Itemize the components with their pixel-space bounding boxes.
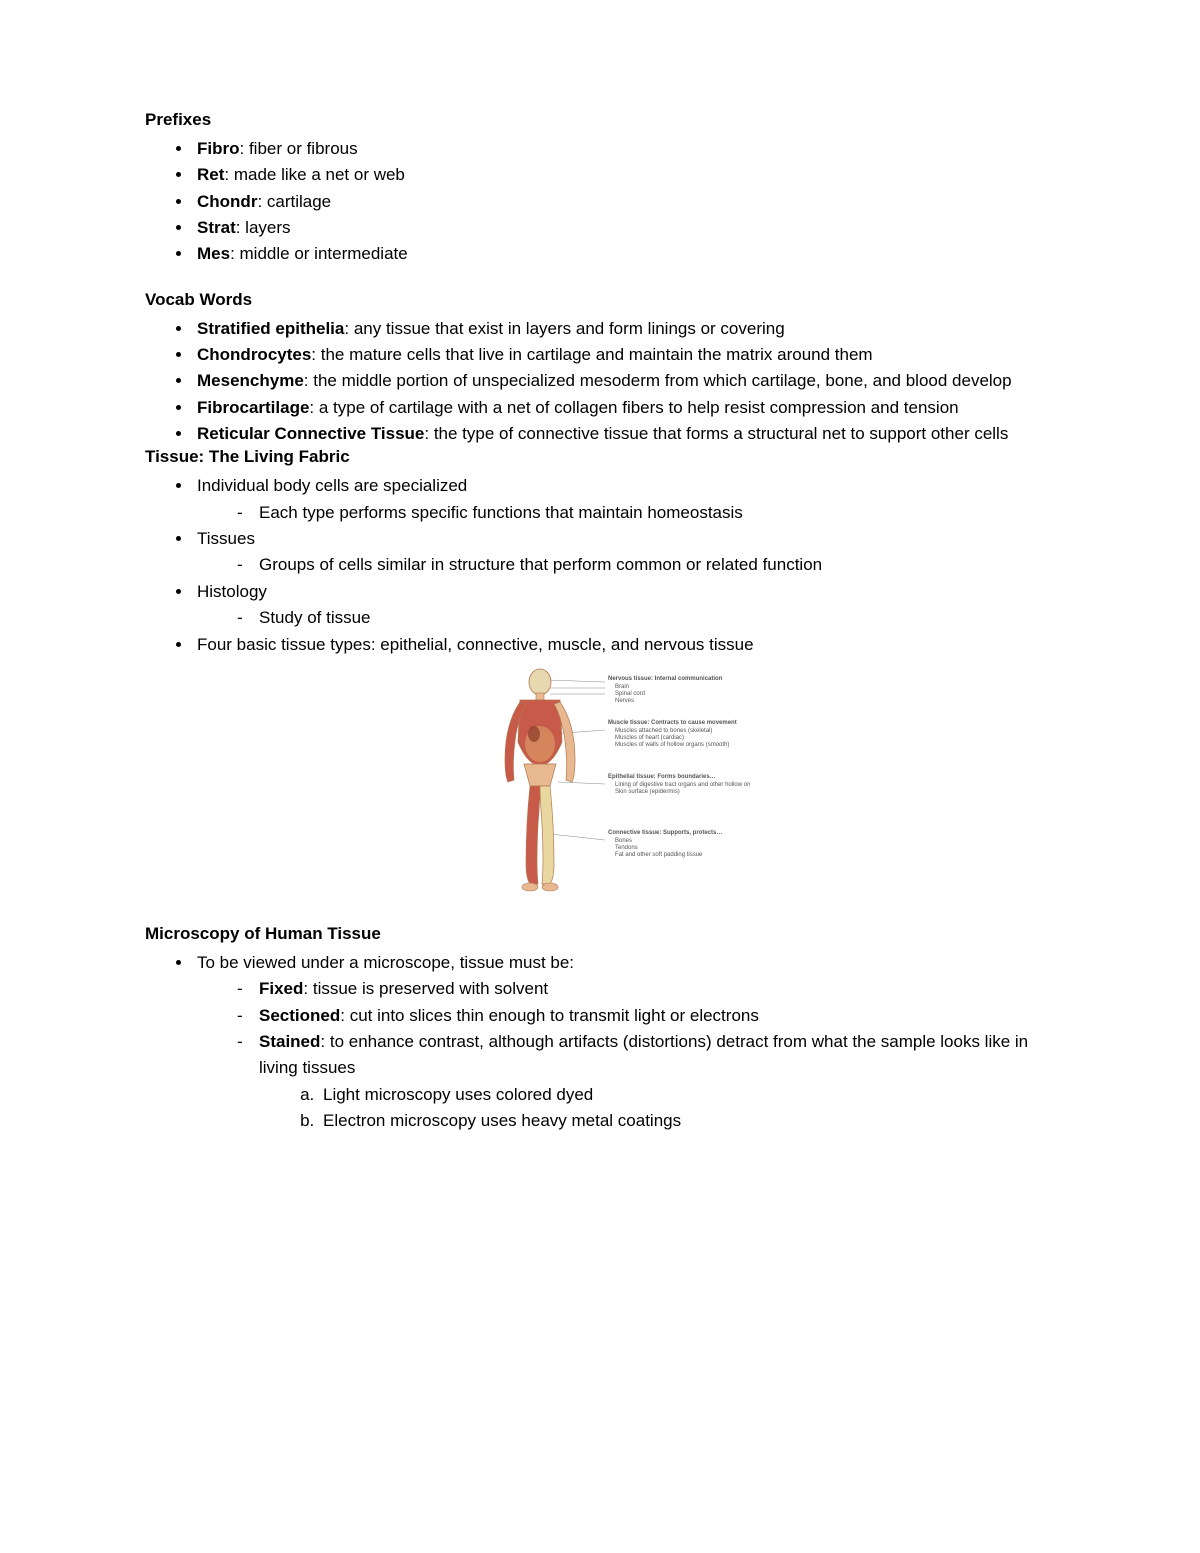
definition: : the middle portion of unspecialized me… — [304, 371, 1012, 390]
sub-item: Stained: to enhance contrast, although a… — [237, 1029, 1055, 1134]
definition: : to enhance contrast, although artifact… — [259, 1032, 1028, 1077]
document-page: Prefixes Fibro: fiber or fibrous Ret: ma… — [0, 0, 1200, 1553]
term: Strat — [197, 218, 236, 237]
heading-vocab: Vocab Words — [145, 290, 1055, 310]
term: Ret — [197, 165, 224, 184]
label-line: Muscles of heart (cardiac) — [615, 735, 684, 741]
heading-microscopy: Microscopy of Human Tissue — [145, 924, 1055, 944]
label-line: Bones — [615, 838, 632, 844]
definition: : any tissue that exist in layers and fo… — [344, 319, 784, 338]
letter-item: Electron microscopy uses heavy metal coa… — [319, 1108, 1055, 1134]
item-text: Four basic tissue types: epithelial, con… — [197, 635, 754, 654]
list-item: Ret: made like a net or web — [193, 162, 1055, 188]
sub-list: Study of tissue — [197, 605, 1055, 631]
term: Reticular Connective Tissue — [197, 424, 424, 443]
item-text: To be viewed under a microscope, tissue … — [197, 953, 574, 972]
sub-item: Each type performs specific functions th… — [237, 500, 1055, 526]
list-item: Individual body cells are specialized Ea… — [193, 473, 1055, 526]
list-item: Stratified epithelia: any tissue that ex… — [193, 316, 1055, 342]
list-item: Chondrocytes: the mature cells that live… — [193, 342, 1055, 368]
sub-item: Sectioned: cut into slices thin enough t… — [237, 1003, 1055, 1029]
term: Mes — [197, 244, 230, 263]
label-line: Tendons — [615, 845, 638, 851]
anatomy-diagram: Nervous tissue: Internal communication B… — [450, 664, 750, 894]
label-heading: Muscle tissue: Contracts to cause moveme… — [608, 720, 737, 726]
sub-list: Fixed: tissue is preserved with solvent … — [197, 976, 1055, 1134]
item-text: Individual body cells are specialized — [197, 476, 467, 495]
anatomy-diagram-wrap: Nervous tissue: Internal communication B… — [145, 664, 1055, 894]
definition: : fiber or fibrous — [240, 139, 358, 158]
definition: : a type of cartilage with a net of coll… — [309, 398, 958, 417]
definition: : middle or intermediate — [230, 244, 408, 263]
diagram-labels: Nervous tissue: Internal communication B… — [608, 676, 750, 858]
item-text: Tissues — [197, 529, 255, 548]
label-line: Muscles attached to bones (skeletal) — [615, 728, 712, 734]
list-item: Four basic tissue types: epithelial, con… — [193, 632, 1055, 658]
microscopy-list: To be viewed under a microscope, tissue … — [145, 950, 1055, 1134]
label-line: Nerves — [615, 698, 634, 704]
label-line: Skin surface (epidermis) — [615, 789, 680, 795]
list-item: Strat: layers — [193, 215, 1055, 241]
definition: : layers — [236, 218, 291, 237]
heading-tissue: Tissue: The Living Fabric — [145, 447, 1055, 467]
prefixes-list: Fibro: fiber or fibrous Ret: made like a… — [145, 136, 1055, 268]
term: Fixed — [259, 979, 303, 998]
list-item: Histology Study of tissue — [193, 579, 1055, 632]
list-item: Reticular Connective Tissue: the type of… — [193, 421, 1055, 447]
list-item: Tissues Groups of cells similar in struc… — [193, 526, 1055, 579]
label-line: Lining of digestive tract organs and oth… — [615, 782, 750, 788]
human-figure — [505, 669, 575, 891]
term: Sectioned — [259, 1006, 340, 1025]
definition: : tissue is preserved with solvent — [303, 979, 548, 998]
sub-item: Study of tissue — [237, 605, 1055, 631]
label-line: Brain — [615, 684, 629, 690]
list-item: To be viewed under a microscope, tissue … — [193, 950, 1055, 1134]
term: Stained — [259, 1032, 320, 1051]
sub-item: Groups of cells similar in structure tha… — [237, 552, 1055, 578]
definition: : made like a net or web — [224, 165, 404, 184]
definition: : the type of connective tissue that for… — [424, 424, 1008, 443]
sub-list: Each type performs specific functions th… — [197, 500, 1055, 526]
vocab-list: Stratified epithelia: any tissue that ex… — [145, 316, 1055, 448]
list-item: Chondr: cartilage — [193, 189, 1055, 215]
list-item: Mes: middle or intermediate — [193, 241, 1055, 267]
term: Chondr — [197, 192, 257, 211]
term: Stratified epithelia — [197, 319, 344, 338]
label-line: Muscles of walls of hollow organs (smoot… — [615, 742, 729, 748]
sub-list: Groups of cells similar in structure tha… — [197, 552, 1055, 578]
term: Mesenchyme — [197, 371, 304, 390]
term: Fibro — [197, 139, 240, 158]
label-heading: Connective tissue: Supports, protects… — [608, 830, 722, 836]
label-heading: Epithelial tissue: Forms boundaries… — [608, 774, 716, 780]
definition: : cartilage — [257, 192, 331, 211]
item-text: Histology — [197, 582, 267, 601]
heading-prefixes: Prefixes — [145, 110, 1055, 130]
letter-item: Light microscopy uses colored dyed — [319, 1082, 1055, 1108]
label-line: Fat and other soft padding tissue — [615, 852, 703, 858]
list-item: Fibro: fiber or fibrous — [193, 136, 1055, 162]
list-item: Mesenchyme: the middle portion of unspec… — [193, 368, 1055, 394]
term: Chondrocytes — [197, 345, 311, 364]
sub-item: Fixed: tissue is preserved with solvent — [237, 976, 1055, 1002]
list-item: Fibrocartilage: a type of cartilage with… — [193, 395, 1055, 421]
definition: : cut into slices thin enough to transmi… — [340, 1006, 759, 1025]
term: Fibrocartilage — [197, 398, 309, 417]
tissue-list: Individual body cells are specialized Ea… — [145, 473, 1055, 657]
definition: : the mature cells that live in cartilag… — [311, 345, 872, 364]
label-line: Spinal cord — [615, 691, 645, 697]
letters-list: Light microscopy uses colored dyed Elect… — [259, 1082, 1055, 1135]
label-heading: Nervous tissue: Internal communication — [608, 676, 723, 682]
